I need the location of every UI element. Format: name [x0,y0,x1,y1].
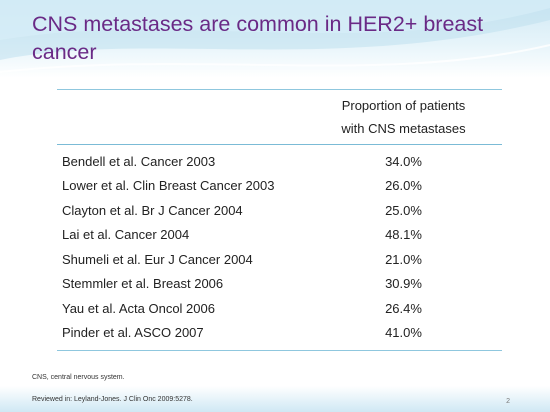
study-cell: Shumeli et al. Eur J Cancer 2004 [62,251,253,267]
slide-title: CNS metastases are common in HER2+ breas… [32,12,484,64]
table-header-rule [57,144,502,145]
proportion-cell: 26.0% [385,178,422,194]
study-cell: Bendell et al. Cancer 2003 [62,153,216,169]
proportion-cell: 41.0% [385,325,422,341]
proportion-cell: 25.0% [385,202,422,218]
proportion-cell: 26.4% [385,300,422,316]
table-body: Bendell et al. Cancer 2003 34.0% Lower e… [57,145,502,350]
header-proportion-line1: Proportion of patients [341,98,466,113]
table-row: Bendell et al. Cancer 2003 34.0% [57,149,502,174]
proportion-cell: 21.0% [385,251,422,267]
table-row: Lai et al. Cancer 2004 48.1% [57,223,502,248]
study-cell: Lower et al. Clin Breast Cancer 2003 [62,178,275,194]
table-row: Pinder et al. ASCO 2007 41.0% [57,321,502,346]
table-row: Shumeli et al. Eur J Cancer 2004 21.0% [57,247,502,272]
table-header-row: Proportion of patients with CNS metastas… [57,90,502,144]
header-col-proportion: Proportion of patients with CNS metastas… [305,94,502,140]
data-table: Proportion of patients with CNS metastas… [57,89,502,351]
study-cell: Yau et al. Acta Oncol 2006 [62,300,215,316]
proportion-cell: 48.1% [385,227,422,243]
table-row: Clayton et al. Br J Cancer 2004 25.0% [57,198,502,223]
reference-note: Reviewed in: Leyland-Jones. J Clin Onc 2… [32,396,193,403]
footer-band [0,386,550,412]
study-cell: Pinder et al. ASCO 2007 [62,325,204,341]
header-proportion-line2: with CNS metastases [341,121,466,136]
footnote: CNS, central nervous system. [32,374,125,381]
table-bottom-rule [57,350,502,351]
header-swoosh [0,0,550,73]
table-top-rule [57,89,502,90]
page-number: 2 [506,398,510,405]
proportion-cell: 30.9% [385,276,422,292]
study-cell: Clayton et al. Br J Cancer 2004 [62,202,243,218]
study-cell: Stemmler et al. Breast 2006 [62,276,224,292]
header-band [0,0,550,78]
table-row: Yau et al. Acta Oncol 2006 26.4% [57,296,502,321]
table-row: Lower et al. Clin Breast Cancer 2003 26.… [57,174,502,199]
proportion-cell: 34.0% [385,153,422,169]
table-row: Stemmler et al. Breast 2006 30.9% [57,272,502,297]
study-cell: Lai et al. Cancer 2004 [62,227,190,243]
